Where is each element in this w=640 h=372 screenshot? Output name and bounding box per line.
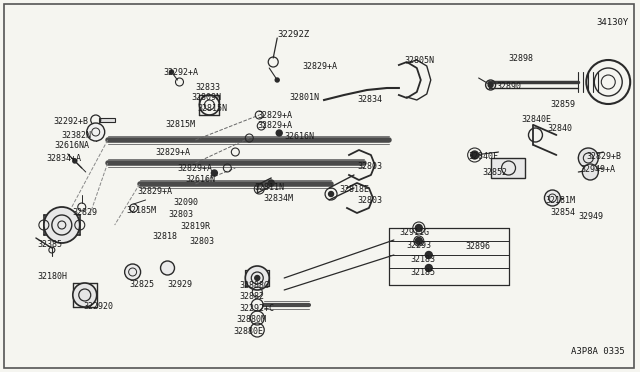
Circle shape (73, 283, 97, 307)
Circle shape (488, 83, 493, 87)
Text: 32829+B: 32829+B (586, 152, 621, 161)
Text: 32292Z: 32292Z (277, 30, 310, 39)
Text: 32090: 32090 (173, 198, 198, 207)
Text: 32292+A: 32292+A (164, 68, 198, 77)
Circle shape (415, 237, 422, 244)
Circle shape (170, 70, 173, 74)
Text: 32815M: 32815M (166, 120, 196, 129)
Circle shape (415, 224, 422, 231)
Text: 32829+A: 32829+A (138, 187, 173, 196)
Text: 32803: 32803 (357, 162, 382, 171)
Text: 32292+C: 32292+C (239, 304, 275, 313)
Text: 32911G: 32911G (400, 228, 430, 237)
Text: 32185M: 32185M (127, 206, 157, 215)
Text: 34130Y: 34130Y (596, 18, 628, 27)
Circle shape (211, 170, 218, 176)
Text: 32888G: 32888G (239, 281, 269, 290)
Text: 32834M: 32834M (263, 194, 293, 203)
Text: 32803: 32803 (357, 196, 382, 205)
Text: 32896: 32896 (466, 242, 491, 251)
Text: 32880M: 32880M (236, 315, 266, 324)
Text: 32818: 32818 (152, 232, 177, 241)
Circle shape (545, 190, 561, 206)
Circle shape (275, 78, 279, 82)
Text: 32183: 32183 (411, 255, 436, 264)
Text: 32840: 32840 (547, 124, 572, 133)
Text: 32949+A: 32949+A (580, 165, 615, 174)
Text: 32293: 32293 (407, 241, 432, 250)
Circle shape (44, 207, 80, 243)
Text: 32801N: 32801N (289, 93, 319, 102)
Text: 32803: 32803 (168, 210, 193, 219)
Circle shape (268, 180, 274, 186)
Circle shape (470, 151, 479, 159)
Text: 32185: 32185 (411, 268, 436, 277)
Text: 32829: 32829 (73, 208, 98, 217)
Text: 32829+A: 32829+A (156, 148, 191, 157)
Circle shape (255, 276, 260, 280)
Text: 32829+A: 32829+A (302, 62, 337, 71)
Text: 32840E: 32840E (522, 115, 552, 124)
Circle shape (328, 192, 333, 196)
Text: 32833: 32833 (195, 83, 220, 92)
Text: 32825: 32825 (130, 280, 155, 289)
Circle shape (125, 264, 141, 280)
Circle shape (582, 164, 598, 180)
Circle shape (579, 148, 598, 168)
Text: 32819R: 32819R (180, 222, 211, 231)
Text: 32880E: 32880E (234, 327, 263, 336)
Text: 32929: 32929 (168, 280, 193, 289)
Circle shape (426, 251, 432, 259)
Circle shape (161, 261, 175, 275)
Text: 32616N: 32616N (284, 132, 314, 141)
Circle shape (245, 266, 269, 290)
Circle shape (87, 123, 105, 141)
Text: 322920: 322920 (84, 302, 114, 311)
Text: 32859: 32859 (550, 100, 575, 109)
Text: 32181M: 32181M (545, 196, 575, 205)
Text: 32834+A: 32834+A (47, 154, 82, 163)
Text: 32818E: 32818E (339, 185, 369, 194)
Text: 32815N: 32815N (197, 104, 227, 113)
Text: A3P8A 0335: A3P8A 0335 (572, 347, 625, 356)
Text: 32898: 32898 (509, 54, 534, 63)
Text: 32616N: 32616N (186, 175, 216, 184)
Text: 32829+A: 32829+A (177, 164, 212, 173)
Text: 32616NA: 32616NA (55, 141, 90, 150)
Bar (99, 118, 115, 122)
Text: 32382N: 32382N (62, 131, 92, 140)
Text: 32840F: 32840F (468, 152, 499, 161)
Text: 32809N: 32809N (191, 93, 221, 102)
Text: 32803: 32803 (189, 237, 214, 246)
Text: 32834: 32834 (357, 95, 382, 104)
Text: 32882: 32882 (239, 292, 264, 301)
Text: 32829+A: 32829+A (257, 121, 292, 130)
Text: 32385: 32385 (37, 240, 62, 249)
Text: 32811N: 32811N (254, 183, 284, 192)
Text: 32292+B: 32292+B (54, 117, 89, 126)
Text: 32852: 32852 (483, 168, 508, 177)
Circle shape (276, 130, 282, 136)
Text: 32829+A: 32829+A (257, 111, 292, 120)
Circle shape (426, 264, 432, 272)
Text: 32854: 32854 (550, 208, 575, 217)
Circle shape (73, 159, 77, 163)
Text: 32949: 32949 (579, 212, 604, 221)
Bar (491, 158, 525, 178)
Text: 32805N: 32805N (405, 56, 435, 65)
Text: 32890: 32890 (497, 82, 522, 91)
Text: 32180H: 32180H (37, 272, 67, 281)
